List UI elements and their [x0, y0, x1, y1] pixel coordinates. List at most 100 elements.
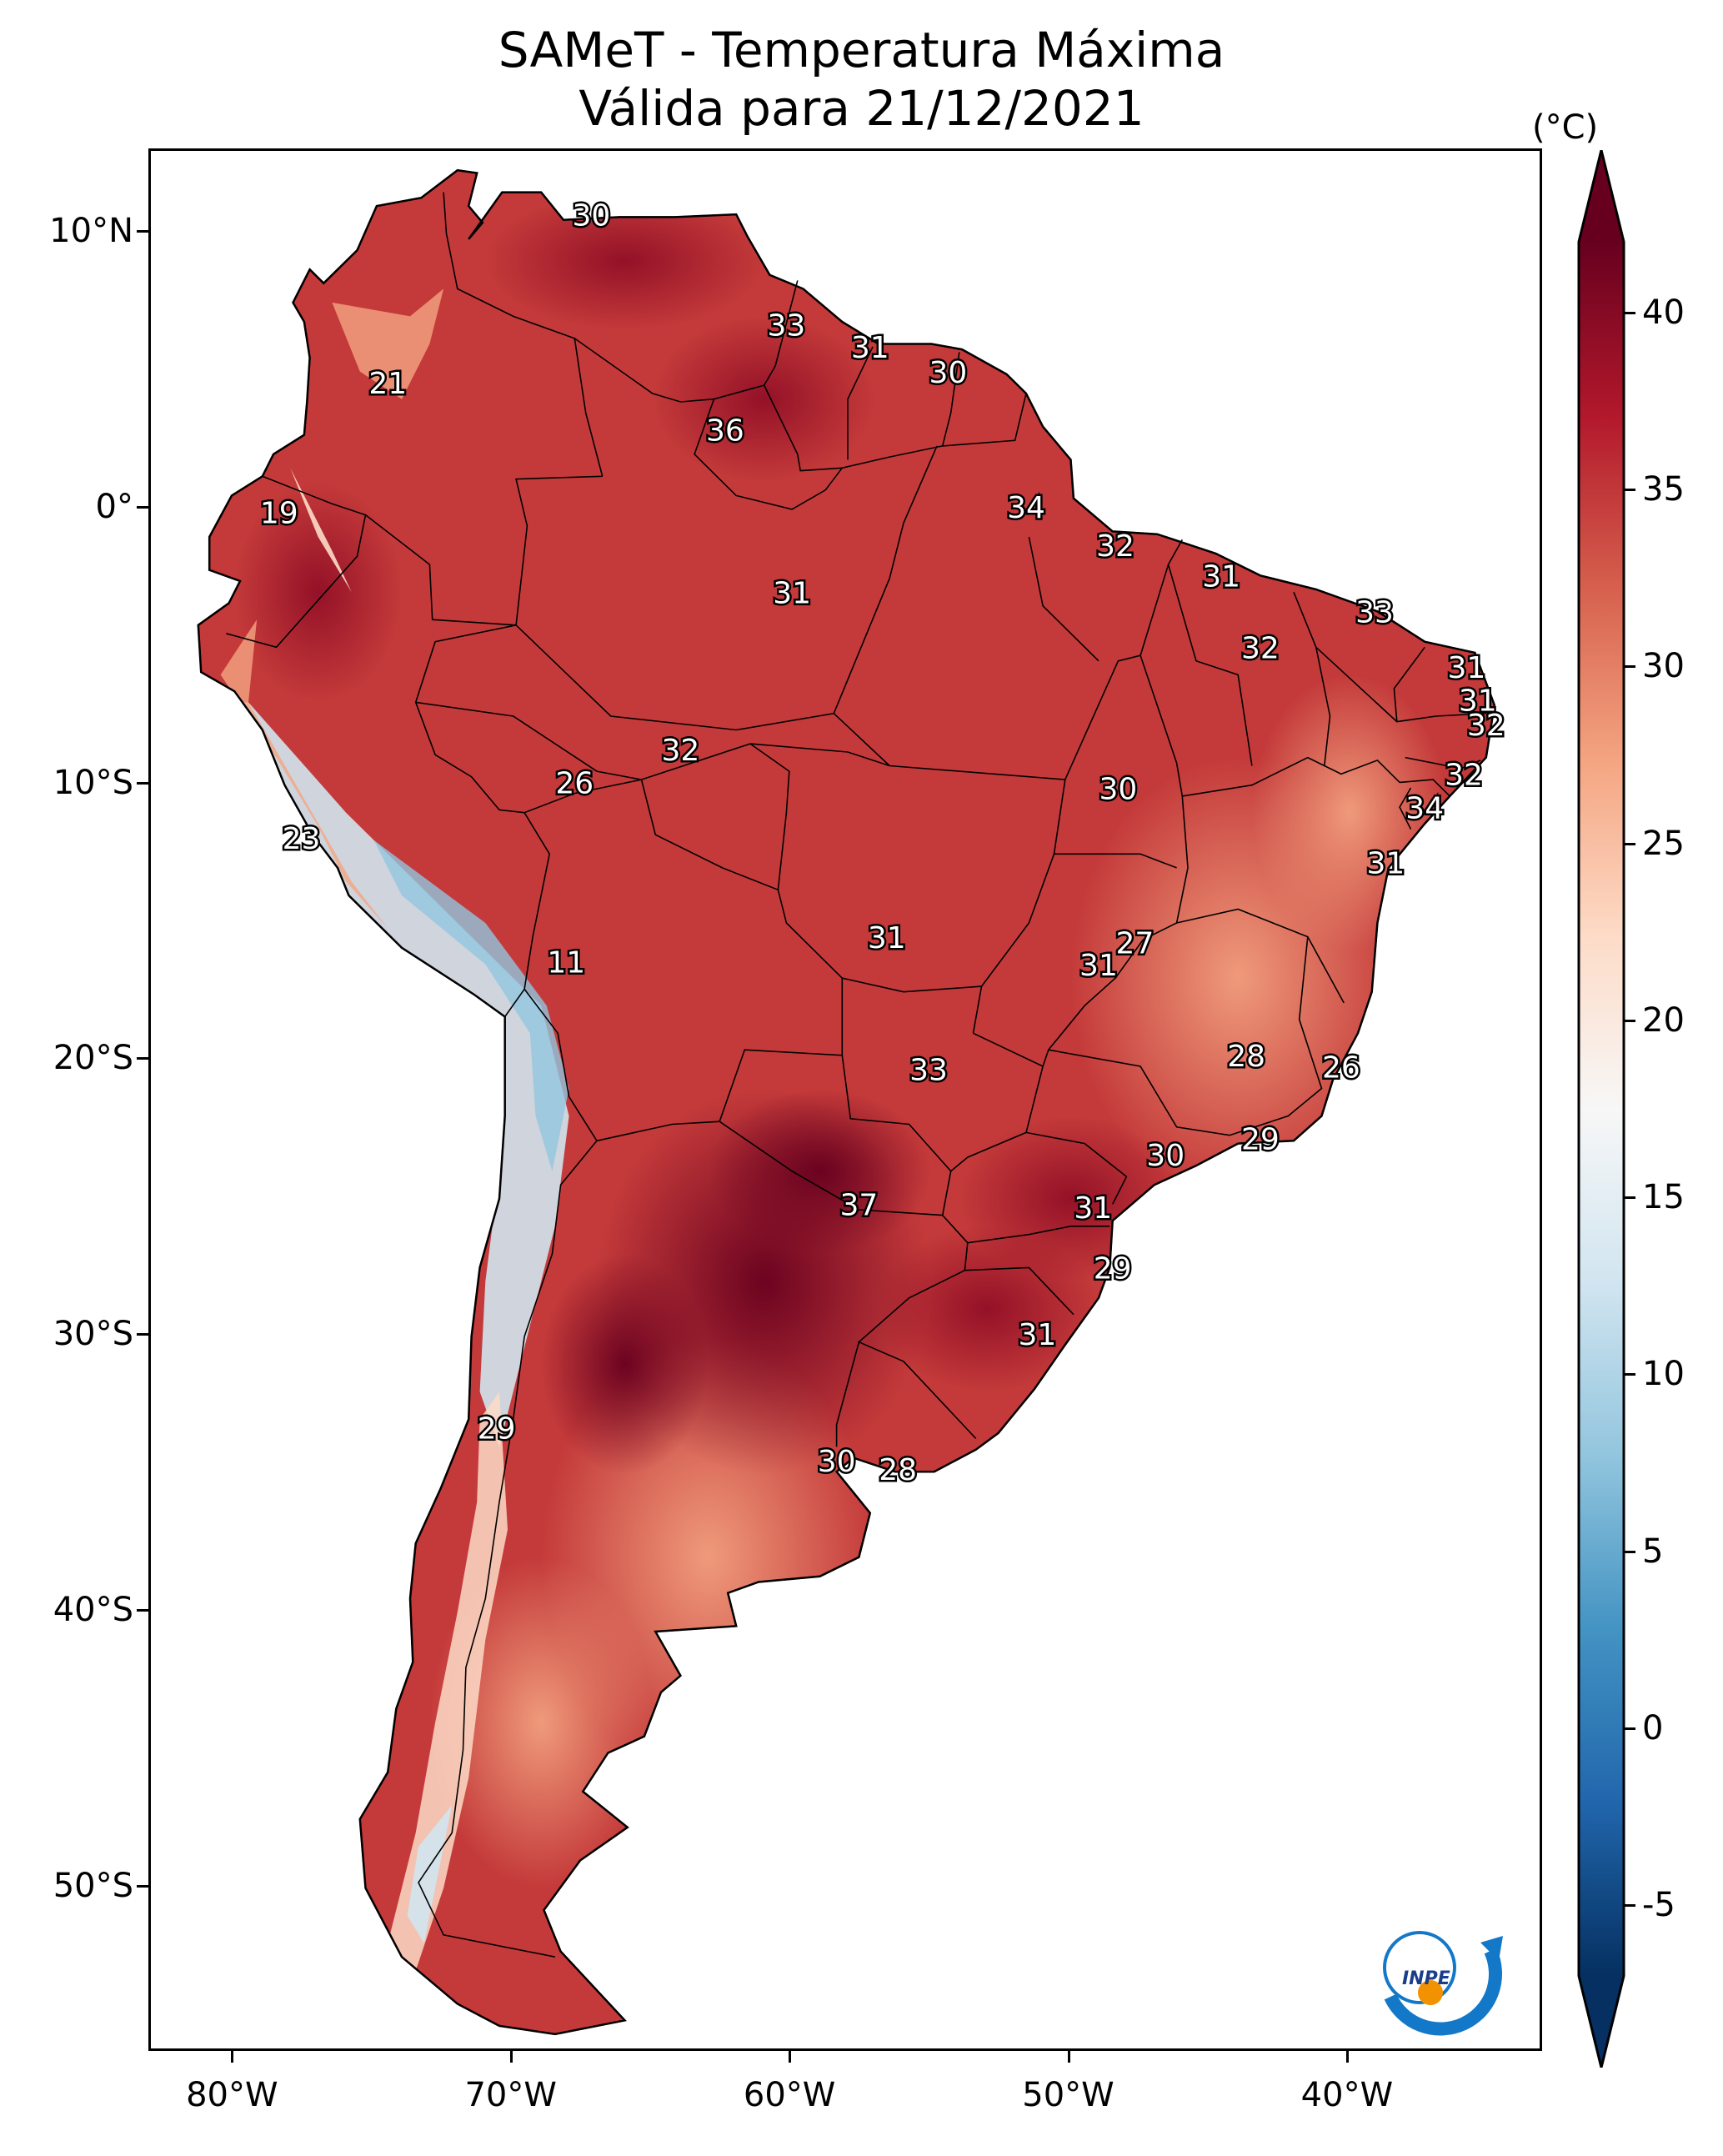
latitude-tick-mark [137, 1333, 148, 1336]
latitude-tick-mark [137, 505, 148, 509]
station-value: 30 [1146, 1139, 1185, 1173]
border-line [967, 1226, 1110, 1244]
latitude-tick-label: 10°N [49, 212, 133, 251]
latitude-tick-mark [137, 1884, 148, 1888]
coastline [197, 168, 1496, 2036]
map-title: SAMeT - Temperatura Máxima [498, 22, 1225, 78]
border-line [1399, 787, 1412, 830]
border-line [1315, 646, 1486, 723]
temperature-band [407, 1805, 453, 1943]
map-frame: 30 33 31 30 21 36 34 19 32 31 31 33 32 31 31 32 32 32 26 30… [148, 148, 1542, 2051]
latitude-tick-mark [137, 230, 148, 233]
colorbar-tick-mark [1624, 1019, 1635, 1022]
colorbar-min-extend [1579, 1976, 1624, 2068]
latitude-tick-label: 30°S [53, 1315, 133, 1354]
temperature-blob [708, 1088, 932, 1254]
latitude-tick-mark [137, 781, 148, 785]
colorbar-tick-mark [1624, 489, 1635, 492]
logo-text: INPE [1402, 1968, 1450, 1989]
inpe-logo: INPE [1383, 1931, 1503, 2036]
longitude-tick-mark [789, 2051, 792, 2063]
station-value: 32 [1445, 759, 1483, 793]
colorbar-tick-label: -5 [1642, 1886, 1675, 1925]
temperature-band [220, 619, 388, 929]
station-value: 32 [1467, 709, 1505, 743]
border-line [835, 1341, 860, 1447]
colorbar-tick-mark [1624, 1550, 1635, 1553]
border-line [1405, 756, 1481, 770]
border-line [1400, 779, 1450, 797]
colorbar-tick-label: 35 [1642, 470, 1685, 509]
border-line [573, 338, 776, 403]
colorbar-unit: (°C) [1532, 108, 1599, 147]
longitude-tick-label: 40°W [1300, 2076, 1394, 2114]
border-line [418, 1140, 598, 1958]
station-value: 32 [1241, 632, 1280, 666]
station-value: 31 [1074, 1191, 1112, 1226]
station-value: 34 [1405, 791, 1444, 825]
station-value: 31 [773, 576, 811, 610]
latitude-tick-label: 0° [95, 487, 133, 526]
station-value: 33 [1355, 596, 1394, 630]
longitude-tick-mark [231, 2051, 234, 2063]
station-value: 32 [1096, 529, 1134, 564]
longitude-tick-mark [1345, 2051, 1349, 2063]
border-line [1393, 646, 1425, 722]
border-line [1176, 908, 1345, 1004]
station-value: 32 [661, 734, 699, 768]
border-line [515, 624, 890, 767]
border-line [889, 765, 1066, 1034]
station-value: 30 [1099, 772, 1137, 806]
colorbar-tick-label: 20 [1642, 1000, 1685, 1040]
colorbar-tick-mark [1624, 1904, 1635, 1908]
latitude-tick-label: 20°S [53, 1039, 133, 1078]
station-value: 37 [839, 1189, 878, 1223]
border-line [641, 743, 790, 890]
country-borders [226, 192, 1486, 1958]
border-line [719, 1055, 952, 1216]
border-line [226, 475, 367, 649]
station-value: 31 [1447, 651, 1485, 685]
colorbar-tick-mark [1624, 311, 1635, 314]
latitude-tick-label: 10°S [53, 763, 133, 802]
border-line [774, 280, 799, 367]
longitude-tick-label: 80°W [186, 2076, 278, 2114]
border-line [847, 346, 874, 460]
temperature-blob [541, 1253, 709, 1475]
station-value: 28 [1227, 1040, 1265, 1074]
border-line [414, 475, 603, 814]
border-line [443, 192, 604, 477]
border-line [1167, 564, 1253, 766]
station-value: 31 [1366, 847, 1405, 881]
station-value: 31 [868, 921, 906, 955]
colorbar-tick-mark [1624, 1373, 1635, 1376]
border-line [964, 1266, 1074, 1316]
latitude-tick-label: 50°S [53, 1866, 133, 1905]
temperature-band [373, 840, 569, 1171]
temperature-band [388, 1391, 508, 1971]
station-value: 29 [1094, 1252, 1132, 1286]
border-line [1042, 939, 1144, 1067]
border-line [1048, 936, 1323, 1136]
border-line [1028, 536, 1099, 662]
station-value: 33 [768, 309, 806, 343]
station-value: 36 [706, 414, 744, 448]
colorbar-tick-label: 5 [1642, 1532, 1664, 1571]
border-line [523, 988, 598, 1141]
colorbar-tick-label: 10 [1642, 1355, 1685, 1394]
station-value: 11 [547, 946, 585, 980]
longitude-tick-label: 70°W [464, 2076, 557, 2114]
colorbar [1577, 150, 1625, 2068]
latitude-tick-mark [137, 1057, 148, 1060]
border-line [842, 977, 982, 993]
station-value: 23 [283, 822, 321, 856]
station-value: 31 [1018, 1318, 1056, 1352]
temperature-blob [485, 192, 764, 330]
station-value: 28 [879, 1453, 917, 1487]
latitude-tick-label: 40°S [53, 1590, 133, 1629]
temperature-band [332, 288, 444, 399]
colorbar-max-extend [1579, 150, 1624, 242]
station-value: 26 [555, 767, 594, 801]
